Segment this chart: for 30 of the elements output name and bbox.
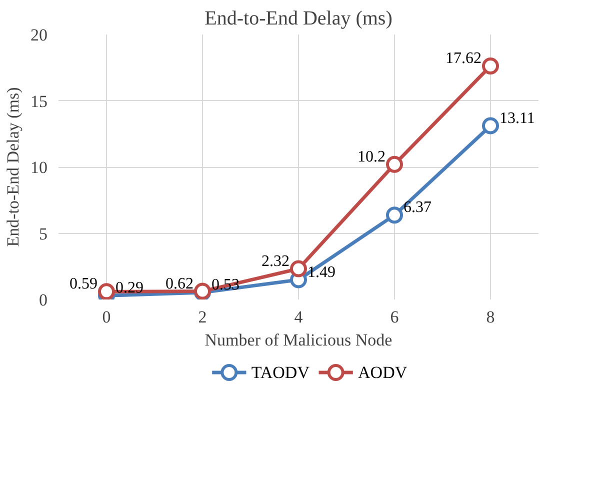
y-tick-label: 15 [30, 92, 48, 111]
data-label: 17.62 [446, 50, 482, 68]
point [290, 260, 307, 278]
y-tick-label: 5 [39, 224, 48, 244]
point [482, 117, 499, 134]
x-tick-label: 6 [390, 308, 399, 326]
point [482, 58, 499, 75]
data-label: 13.11 [500, 110, 535, 127]
data-label: 0.62 [166, 275, 194, 292]
x-tick-label: 2 [198, 308, 207, 326]
y-axis-title: End-to-End Delay (ms) [4, 87, 22, 247]
x-axis-title: Number of Malicious Node [204, 330, 392, 350]
point [386, 206, 403, 224]
data-label: 6.37 [404, 199, 432, 216]
point [98, 283, 115, 300]
y-tick-label: 0 [39, 290, 48, 310]
x-tick-label: 4 [294, 308, 304, 326]
point [386, 156, 403, 173]
data-label: 0.53 [212, 276, 240, 294]
y-tick-label: 10 [30, 158, 48, 177]
y-tick-label: 20 [30, 26, 48, 44]
legend-label: TAODV [251, 363, 310, 382]
data-label: 10.2 [358, 148, 386, 166]
x-tick-label: 8 [486, 308, 495, 326]
x-tick-label: 0 [102, 308, 111, 326]
chart-title: End-to-End Delay (ms) [204, 8, 392, 30]
legend-label: AODV [358, 363, 408, 382]
data-label: 0.59 [70, 276, 98, 293]
data-label: 2.32 [262, 252, 290, 270]
data-label: 1.49 [308, 264, 336, 281]
